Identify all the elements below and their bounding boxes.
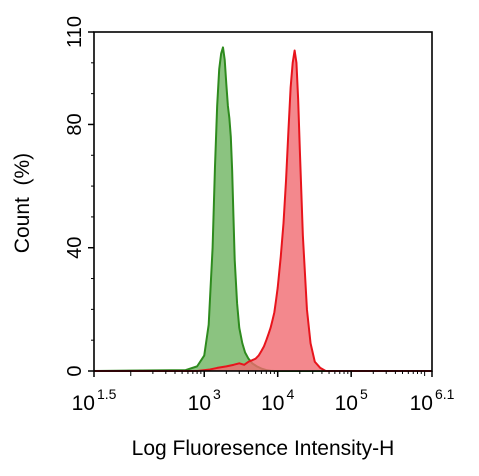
series-1-fill	[94, 47, 432, 371]
series-layer	[93, 46, 432, 372]
y-axis-title: Count (%)	[11, 153, 34, 253]
y-tick-label: 40	[64, 237, 86, 259]
series-1-line	[93, 46, 432, 372]
x-tick-label: 10 5	[335, 386, 368, 415]
x-tick-label: 10 6.1	[410, 386, 455, 415]
x-tick-label: 10 3	[188, 386, 221, 415]
x-axis: 10 1.5 10 3 10 4 10 5 10 6.1	[72, 371, 455, 415]
x-tick-label: 10 4	[261, 386, 294, 415]
y-axis: 0 40 80 110	[64, 16, 94, 377]
series-2-fill	[94, 50, 432, 372]
x-tick-label: 10 1.5	[72, 386, 117, 415]
y-tick-label: 0	[64, 365, 86, 376]
y-tick-label: 80	[64, 113, 86, 135]
plot-frame	[93, 31, 433, 372]
series-2-line	[94, 49, 432, 372]
x-axis-title: Log Fluoresence Intensity-H	[132, 437, 395, 460]
y-tick-label: 110	[64, 16, 86, 48]
